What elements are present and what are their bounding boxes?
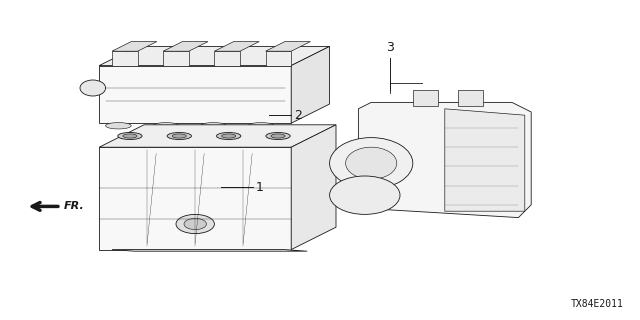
Ellipse shape [346,147,397,179]
Ellipse shape [248,123,274,129]
Ellipse shape [271,134,285,138]
Ellipse shape [153,123,179,129]
Polygon shape [445,109,525,211]
Ellipse shape [266,132,290,140]
Polygon shape [112,42,157,51]
Polygon shape [413,90,438,106]
Ellipse shape [330,176,400,214]
Polygon shape [163,51,189,66]
Polygon shape [99,147,291,250]
Polygon shape [214,51,240,66]
Polygon shape [99,66,291,123]
Ellipse shape [167,132,191,140]
Polygon shape [112,51,138,66]
Polygon shape [99,125,336,147]
Text: TX84E2011: TX84E2011 [571,299,624,309]
Polygon shape [266,42,310,51]
Ellipse shape [221,134,236,138]
Ellipse shape [330,138,413,189]
Polygon shape [99,46,330,66]
Ellipse shape [184,219,206,230]
Text: 1: 1 [256,181,264,194]
Ellipse shape [176,214,214,234]
Ellipse shape [80,80,106,96]
Polygon shape [266,51,291,66]
Polygon shape [163,42,208,51]
Polygon shape [214,42,259,51]
Ellipse shape [172,134,186,138]
Text: FR.: FR. [64,201,84,212]
Polygon shape [358,102,531,218]
Polygon shape [112,250,307,251]
Ellipse shape [201,123,227,129]
Ellipse shape [106,123,131,129]
Polygon shape [291,46,330,123]
Ellipse shape [123,134,137,138]
Polygon shape [458,90,483,106]
Ellipse shape [216,132,241,140]
Text: 2: 2 [294,109,302,122]
Text: 3: 3 [387,41,394,54]
Ellipse shape [118,132,142,140]
Polygon shape [291,125,336,250]
